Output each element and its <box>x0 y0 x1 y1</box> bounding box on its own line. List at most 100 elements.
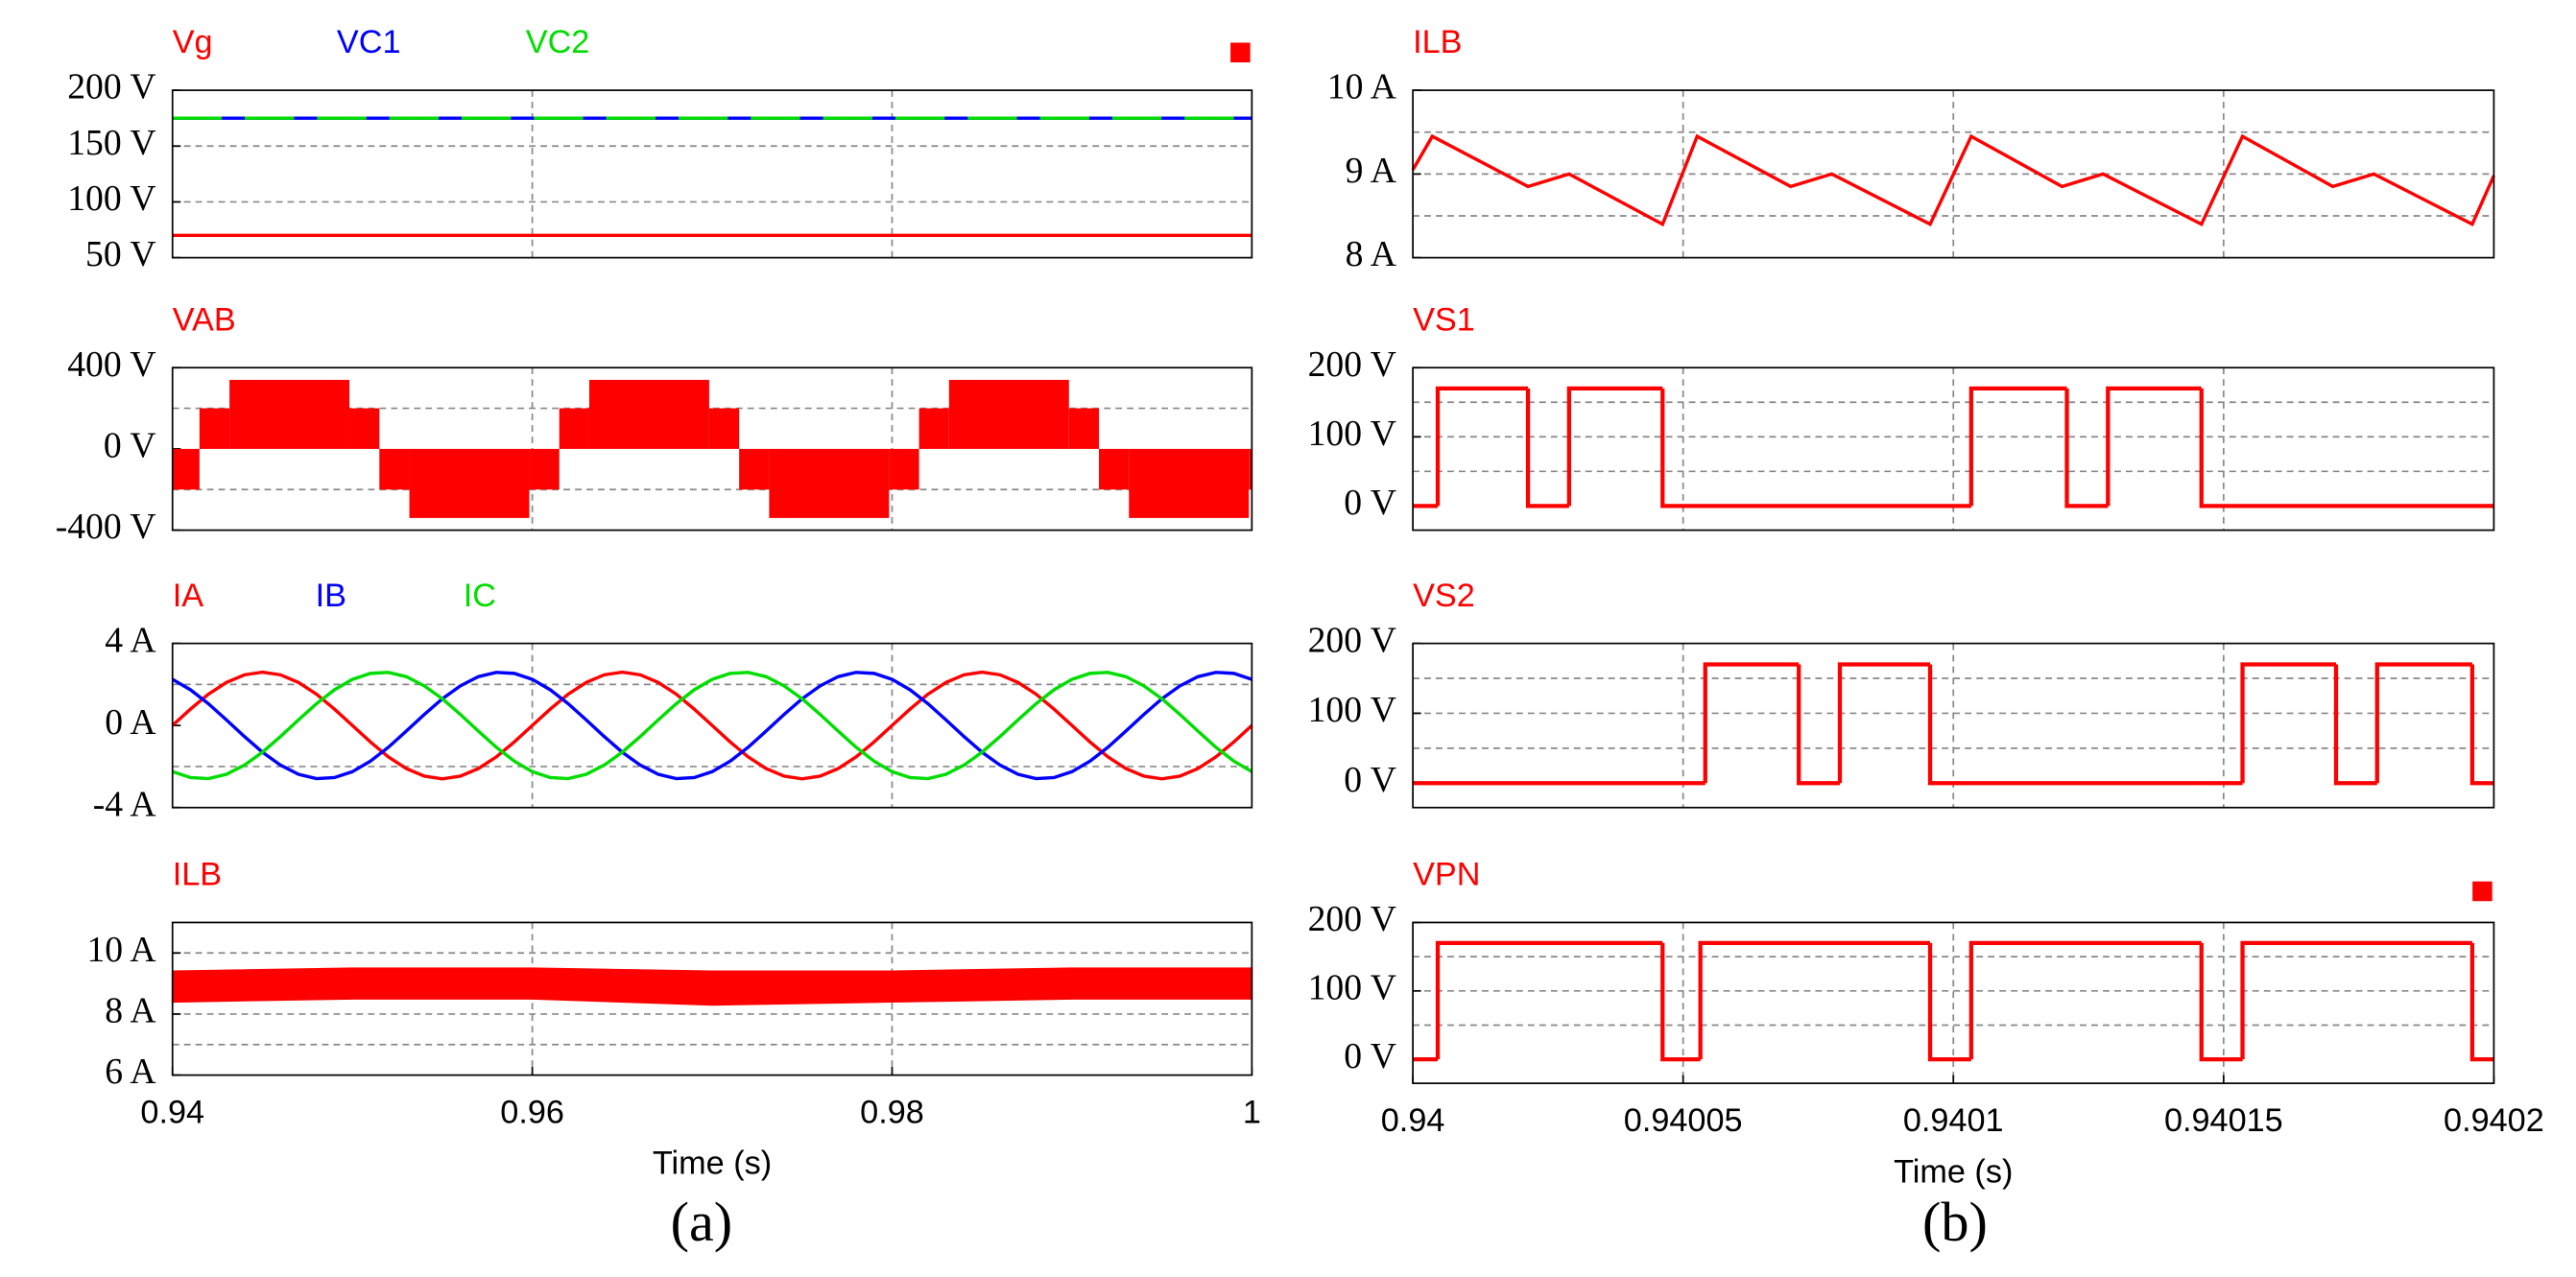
pwm-block <box>1129 448 1250 518</box>
y-tick-label: 100 V <box>1308 967 1396 1007</box>
pwm-block <box>529 448 560 490</box>
step-segment <box>2199 942 2243 1062</box>
y-tick-label: 200 V <box>1308 344 1396 385</box>
series-label: VC1 <box>337 24 401 60</box>
series-label: VPN <box>1413 857 1480 893</box>
series-line <box>171 670 1253 781</box>
step-segment <box>2374 662 2472 784</box>
plot-frame <box>171 89 1253 259</box>
series-label: ILB <box>173 857 222 893</box>
x-tick-label: 0.9402 <box>2444 1102 2544 1139</box>
plot-frame <box>1412 642 2495 809</box>
step-segment <box>1927 942 1971 1062</box>
y-tick-label: 8 A <box>105 991 155 1031</box>
pwm-block <box>1068 408 1100 449</box>
pwm-block <box>409 448 530 518</box>
step-segment <box>1703 662 1800 784</box>
series-label: IC <box>464 578 496 614</box>
step-segment <box>1968 386 2067 507</box>
y-tick-label: 4 A <box>105 620 155 660</box>
pwm-block <box>739 448 770 490</box>
step-segment <box>2469 942 2494 1062</box>
step-segment <box>1435 940 1663 1060</box>
x-axis-label: Time (s) <box>653 1146 772 1182</box>
pwm-block <box>708 408 740 449</box>
step-segment <box>2064 388 2109 508</box>
y-tick-label: 150 V <box>67 123 155 163</box>
pwm-block <box>889 448 919 490</box>
step-segment <box>1927 664 2243 786</box>
pwm-block <box>1099 448 1130 490</box>
series-line <box>171 671 1252 781</box>
y-tick-label: 100 V <box>67 178 155 219</box>
step-segment <box>2469 664 2494 786</box>
y-tick-label: 100 V <box>1308 690 1396 730</box>
marker-square <box>2472 881 2493 902</box>
series-label: IA <box>173 578 204 614</box>
y-tick-label: 0 A <box>105 702 155 743</box>
pwm-block <box>769 448 890 518</box>
y-tick-label: 0 V <box>104 426 156 466</box>
y-tick-label: 200 V <box>1308 899 1396 939</box>
plot-frame <box>1412 921 2495 1084</box>
pwm-block <box>172 448 200 490</box>
step-segment <box>2240 940 2472 1060</box>
y-tick-label: -4 A <box>93 784 156 824</box>
x-axis-label: Time (s) <box>1894 1153 2013 1190</box>
x-tick-label: 0.94005 <box>1624 1102 1743 1139</box>
pwm-block <box>199 408 230 449</box>
step-segment <box>2240 662 2336 784</box>
caption: (a) <box>671 1191 733 1253</box>
y-tick-label: 200 V <box>67 67 155 107</box>
plot-frame <box>171 642 1253 809</box>
pwm-block <box>349 408 380 449</box>
y-tick-label: 400 V <box>67 344 155 385</box>
pwm-block <box>588 379 709 449</box>
y-tick-label: 10 A <box>1327 67 1396 107</box>
y-tick-label: 8 A <box>1346 234 1396 274</box>
series-label: VS1 <box>1413 301 1475 338</box>
series-label: Vg <box>173 24 213 60</box>
step-segment <box>2106 386 2202 507</box>
y-tick-label: 200 V <box>1308 620 1396 660</box>
plot-frame <box>1412 367 2495 532</box>
series-line <box>1411 133 2495 227</box>
pwm-block <box>559 408 589 449</box>
y-tick-label: 9 A <box>1346 151 1396 191</box>
series-label: VS2 <box>1413 578 1475 614</box>
pwm-block <box>948 379 1069 449</box>
y-tick-label: 0 V <box>1344 483 1396 523</box>
series-line <box>172 671 1253 781</box>
x-tick-label: 0.9401 <box>1903 1102 2004 1139</box>
y-tick-label: 0 V <box>1344 1036 1396 1076</box>
step-segment <box>1968 940 2202 1060</box>
x-tick-label: 0.94 <box>1381 1102 1445 1139</box>
step-segment <box>2333 664 2377 786</box>
x-tick-label: 0.96 <box>500 1095 564 1131</box>
pwm-block <box>229 379 350 449</box>
x-tick-label: 1 <box>1243 1095 1261 1131</box>
step-segment <box>1566 386 1663 507</box>
step-segment <box>1525 388 1569 508</box>
y-tick-label: -400 V <box>56 507 156 547</box>
plot-area <box>172 90 1252 258</box>
step-segment <box>2199 388 2494 508</box>
caption: (b) <box>1922 1191 1988 1253</box>
x-tick-label: 0.98 <box>860 1095 924 1131</box>
series-label: VAB <box>173 301 236 338</box>
y-tick-label: 50 V <box>85 234 156 274</box>
y-tick-label: 100 V <box>1308 414 1396 454</box>
series-label: ILB <box>1413 24 1462 60</box>
step-segment <box>1660 388 1971 508</box>
plot-frame <box>171 367 1253 532</box>
x-tick-label: 0.94015 <box>2164 1102 2283 1139</box>
pwm-block <box>918 408 949 449</box>
step-segment <box>1660 942 1701 1062</box>
y-tick-label: 6 A <box>105 1052 155 1092</box>
series-label: IB <box>316 578 346 614</box>
pwm-block <box>379 448 410 490</box>
pwm-block <box>1249 448 1252 490</box>
step-segment <box>1837 662 1931 784</box>
y-tick-label: 10 A <box>86 930 155 970</box>
